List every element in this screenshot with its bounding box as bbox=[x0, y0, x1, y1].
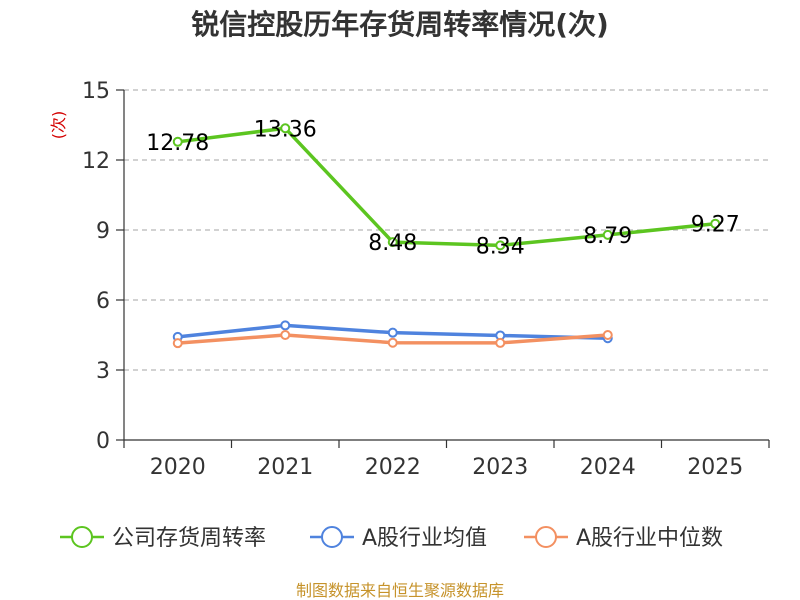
data-point-company-2021[interactable] bbox=[280, 123, 291, 134]
data-label-company-2022: 8.48 bbox=[368, 231, 417, 256]
data-label-company-2021: 13.36 bbox=[254, 117, 317, 142]
grid-layer bbox=[124, 89, 769, 371]
x-tick-label-2023: 2023 bbox=[472, 455, 528, 480]
data-point-company-2020[interactable] bbox=[172, 136, 183, 147]
data-point-industry-median-2023[interactable] bbox=[495, 337, 506, 348]
x-tick-label-2021: 2021 bbox=[257, 455, 313, 480]
data-label-company-2024: 8.79 bbox=[583, 224, 632, 249]
legend-item-company[interactable]: 公司存货周转率 bbox=[60, 526, 266, 551]
data-label-company-2020: 12.78 bbox=[146, 131, 209, 156]
series-line-company bbox=[176, 126, 717, 248]
y-tick-label: 15 bbox=[82, 79, 110, 104]
chart-title: 锐信控股历年存货周转率情况(次) bbox=[191, 8, 609, 41]
y-tick-label: 0 bbox=[96, 429, 110, 454]
legend-label-industry-median: A股行业中位数 bbox=[576, 526, 723, 551]
y-tick-label: 3 bbox=[96, 359, 110, 384]
y-tick-label: 6 bbox=[96, 289, 110, 314]
legend-marker-company bbox=[71, 526, 93, 548]
data-point-industry-mean-2021[interactable] bbox=[280, 320, 291, 331]
data-point-company-2025[interactable] bbox=[710, 218, 721, 229]
data-point-company-2024[interactable] bbox=[602, 229, 613, 240]
x-tick-label-2024: 2024 bbox=[580, 455, 636, 480]
data-point-industry-median-2021[interactable] bbox=[280, 330, 291, 340]
legend: 公司存货周转率 A股行业均值 A股行业中位数 bbox=[60, 526, 723, 551]
legend-label-industry-mean: A股行业均值 bbox=[362, 526, 487, 551]
data-point-industry-median-2020[interactable] bbox=[172, 338, 183, 349]
legend-item-industry-mean[interactable]: A股行业均值 bbox=[310, 526, 487, 551]
series-layer bbox=[172, 123, 721, 349]
y-tick-label: 12 bbox=[82, 149, 110, 174]
data-label-company-2025: 9.27 bbox=[691, 213, 740, 238]
axis-layer: 0 3 6 9 12 15 2020 2021 2022 2023 2024 2025 bbox=[82, 79, 770, 480]
data-point-company-2022[interactable] bbox=[387, 237, 398, 248]
data-source-note: 制图数据来自恒生聚源数据库 bbox=[296, 581, 504, 600]
legend-item-industry-median[interactable]: A股行业中位数 bbox=[524, 526, 723, 551]
x-tick-label-2020: 2020 bbox=[150, 455, 206, 480]
data-label-company-2023: 8.34 bbox=[476, 234, 525, 259]
y-axis-unit-label: (次) bbox=[49, 111, 68, 140]
data-label-layer: 12.78 13.36 8.48 8.34 8.79 9.27 bbox=[146, 117, 739, 259]
x-tick-label-2025: 2025 bbox=[687, 455, 743, 480]
data-point-industry-median-2024[interactable] bbox=[602, 330, 613, 340]
legend-marker-industry-median bbox=[535, 526, 557, 548]
data-point-industry-median-2022[interactable] bbox=[387, 337, 398, 348]
data-point-industry-mean-2022[interactable] bbox=[387, 327, 398, 338]
legend-label-company: 公司存货周转率 bbox=[112, 526, 266, 551]
legend-marker-industry-mean bbox=[321, 526, 343, 548]
data-point-company-2023[interactable] bbox=[495, 240, 506, 251]
y-tick-label: 9 bbox=[96, 219, 110, 244]
x-tick-label-2022: 2022 bbox=[365, 455, 421, 480]
